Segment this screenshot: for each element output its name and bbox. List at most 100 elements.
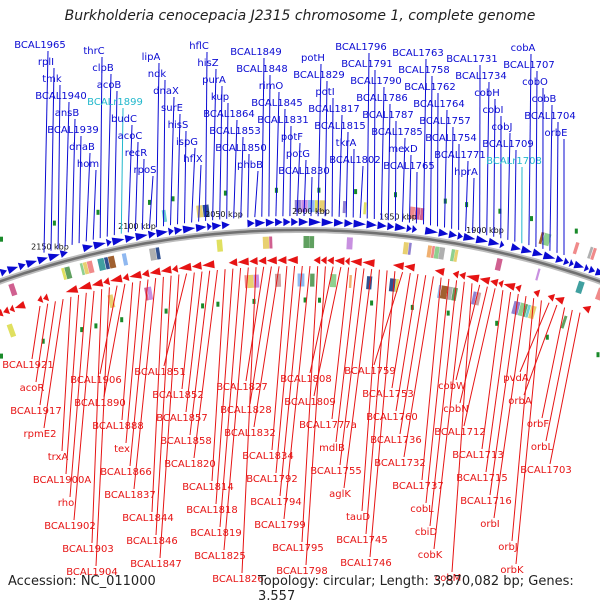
forward-cog-strip [414,207,421,220]
reverse-leader-line [73,290,95,521]
forward-leader-line [289,125,292,217]
forward-gene-label: BCAL1849 [230,47,282,58]
rna-marker [41,338,45,344]
forward-gene-arrow [59,250,68,258]
reverse-gene-label: BCAL1902 [44,521,96,532]
forward-gene-label: purA [202,75,226,86]
reverse-leader-line [429,280,458,527]
reverse-leader-line [91,289,103,544]
inner-cog-strip [269,236,273,249]
rna-marker [303,297,307,303]
forward-leader-line [57,84,61,249]
reverse-gene-arrow [434,268,445,276]
inner-cog-strip [438,247,446,260]
forward-leader-line [514,149,517,242]
forward-gene-label: BCAL1771 [434,150,486,161]
reverse-leader-line [373,271,404,366]
reverse-gene-label: orbL [531,442,554,453]
forward-gene-arrow [111,237,125,246]
reverse-gene-label: BCAL1847 [130,559,182,570]
forward-gene-arrow [520,245,533,254]
forward-gene-label: BCAL1704 [524,111,576,122]
reverse-leader-line [103,283,126,398]
rna-marker [94,323,98,329]
reverse-leader-line [485,292,512,473]
forward-leader-line [486,81,490,236]
forward-leader-line [331,97,334,217]
forward-gene-label: BCAL1848 [236,64,288,75]
forward-gene-arrow [457,231,463,240]
inner-cog-strip [426,245,433,258]
forward-leader-line [408,154,412,223]
inner-cog-strip [535,268,541,281]
reverse-leader-line [223,267,249,551]
forward-leader-line [472,177,475,233]
reverse-leader-line [489,293,519,496]
rna-marker [0,353,3,359]
forward-leader-line [113,90,118,236]
forward-gene-label: thrC [83,46,104,57]
forward-leader-line [401,137,406,222]
forward-gene-label: BCAL1850 [215,143,267,154]
inner-cog-strip [575,280,585,294]
forward-gene-label: mexD [388,144,418,155]
forward-leader-line [366,52,370,219]
reverse-gene-label: BCAL1852 [152,390,204,401]
forward-gene-label: BCAL1763 [392,48,444,59]
reverse-gene-arrow [498,280,504,288]
forward-gene-label: BCAL1709 [482,139,534,150]
forward-leader-line [92,169,97,240]
forward-gene-label: dnaB [69,142,95,153]
reverse-leader-line [283,266,311,520]
reverse-leader-line [279,265,303,497]
inner-cog-strip [103,256,111,270]
reverse-gene-arrow [237,257,249,266]
reverse-leader-line [211,269,226,482]
forward-gene-arrow [406,224,412,233]
reverse-leader-line [301,266,319,543]
reverse-leader-line [193,269,218,459]
reverse-gene-arrow [43,293,50,302]
backbone-line [0,228,600,283]
forward-gene-arrow [499,240,505,249]
reverse-cog-strip [253,274,260,288]
forward-gene-label: cobA [511,43,536,54]
forward-gene-arrow [247,219,255,228]
reverse-gene-label: cbiD [415,527,438,538]
forward-gene-arrow [568,259,574,267]
reverse-gene-label: BCAL1904 [66,567,118,578]
forward-gene-label: BCAL1829 [293,70,345,81]
rna-marker [201,303,205,309]
inner-cog-strip [494,258,503,271]
reverse-gene-label: BCAL1900A [33,475,92,486]
reverse-gene-label: cobL [410,504,434,515]
reverse-gene-arrow [122,273,130,282]
reverse-gene-label: BCAL1834 [242,451,294,462]
reverse-gene-label: BCAL1906 [70,375,122,386]
rna-marker [495,320,499,326]
reverse-gene-label: BCAL1713 [452,450,504,461]
reverse-leader-line [459,286,488,404]
reverse-leader-line [395,274,419,412]
forward-gene-arrow [47,253,60,262]
reverse-leader-line [343,268,373,489]
reverse-leader-line [181,272,195,390]
forward-leader-line [317,63,322,217]
reverse-gene-label: BCAL1846 [126,536,178,547]
forward-gene-label: BCAL1790 [350,76,402,87]
forward-gene-label: BCAL1965 [14,40,66,51]
reverse-cog-strip [146,286,154,301]
forward-leader-line [528,53,532,246]
forward-gene-arrow [147,230,156,239]
reverse-gene-arrow [344,257,350,266]
forward-leader-line [261,57,265,217]
forward-gene-arrow [25,260,38,268]
forward-gene-label: lipA [142,52,161,63]
forward-gene-arrow [221,221,230,230]
forward-cog-strip [587,246,594,259]
forward-leader-line [184,130,187,224]
inner-cog-strip [309,236,315,249]
rna-marker [446,310,450,316]
forward-gene-arrow [387,222,395,231]
